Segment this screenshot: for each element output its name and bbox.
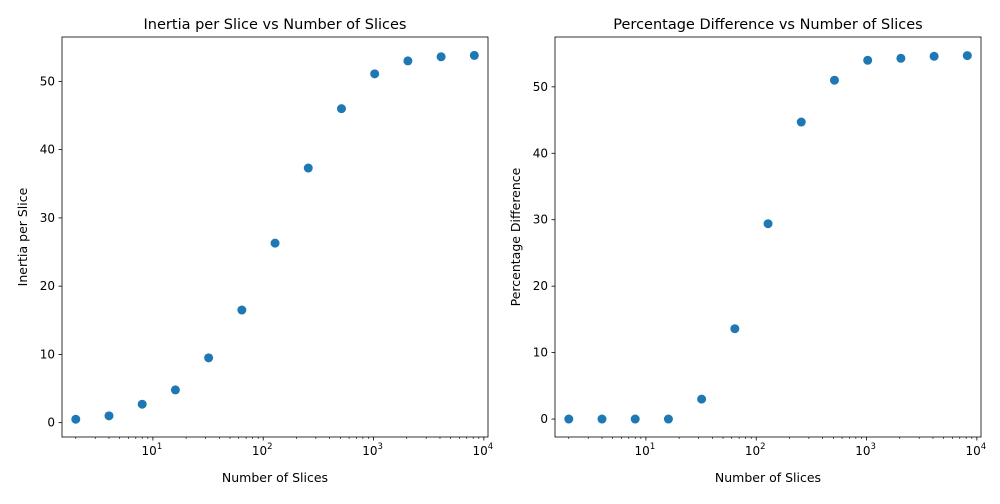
inertia-x-tick-label: 104 (473, 442, 494, 458)
inertia-data-point (137, 399, 147, 409)
inertia-x-tick-base: 10 (252, 444, 267, 458)
inertia-data-point (204, 353, 214, 363)
percentage-data-point (564, 414, 574, 424)
percentage-y-tick-label: 20 (533, 279, 548, 293)
percentage-y-tick-label: 0 (540, 412, 548, 426)
percentage-minor-ticks (568, 437, 973, 439)
inertia-data-point (71, 414, 81, 424)
percentage-x-tick-exponent: 2 (760, 442, 765, 452)
percentage-data-point (896, 53, 906, 63)
percentage-data-point (630, 414, 640, 424)
inertia-data-point (469, 50, 479, 60)
percentage-data-point (697, 394, 707, 404)
percentage-data-point (597, 414, 607, 424)
inertia-y-axis-label: Inertia per Slice (15, 187, 30, 286)
inertia-x-tick-label: 101 (142, 442, 163, 458)
inertia-y-tick-label: 10 (40, 347, 55, 361)
inertia-data-point (336, 104, 346, 114)
inertia-data-point (237, 305, 247, 315)
inertia-data-point (370, 69, 380, 79)
inertia-x-tick-label: 103 (362, 442, 383, 458)
percentage-x-tick-label: 104 (966, 442, 987, 458)
percentage-x-tick-exponent: 3 (870, 442, 875, 452)
inertia-x-tick-exponent: 2 (267, 442, 272, 452)
percentage-x-tick-base: 10 (745, 444, 760, 458)
percentage-x-tick-exponent: 1 (650, 442, 655, 452)
inertia-x-tick-base: 10 (362, 444, 377, 458)
inertia-x-tick-exponent: 3 (377, 442, 382, 452)
percentage-x-tick-base: 10 (855, 444, 870, 458)
inertia-x-tick-label: 102 (252, 442, 273, 458)
inertia-y-tick-label: 40 (40, 143, 55, 157)
inertia-y-tick-label: 50 (40, 74, 55, 88)
percentage-data-point (763, 219, 773, 229)
percentage-x-tick-label: 103 (855, 442, 876, 458)
percentage-data-point (796, 117, 806, 127)
percentage-axes-frame (554, 36, 982, 438)
inertia-x-tick-exponent: 4 (488, 442, 493, 452)
inertia-x-tick-exponent: 1 (157, 442, 162, 452)
percentage-y-tick-label: 50 (533, 80, 548, 94)
inertia-chart-title: Inertia per Slice vs Number of Slices (144, 17, 407, 33)
percentage-chart-title: Percentage Difference vs Number of Slice… (613, 17, 922, 33)
percentage-y-tick-label: 10 (533, 346, 548, 360)
inertia-x-tick-base: 10 (142, 444, 157, 458)
percentage-data-point (863, 55, 873, 65)
percentage-x-tick-label: 101 (635, 442, 656, 458)
percentage-x-tick-base: 10 (966, 444, 981, 458)
percentage-data-point (730, 324, 740, 334)
inertia-y-tick-label: 30 (40, 211, 55, 225)
percentage-data-point (929, 51, 939, 61)
inertia-data-point (270, 238, 280, 248)
percentage-data-point (663, 414, 673, 424)
inertia-data-point (436, 52, 446, 62)
percentage-y-tick-label: 30 (533, 213, 548, 227)
percentage-y-axis-label: Percentage Difference (508, 167, 523, 306)
inertia-x-tick-base: 10 (473, 444, 488, 458)
inertia-data-point (170, 385, 180, 395)
inertia-axes-frame (61, 36, 489, 438)
percentage-x-tick-label: 102 (745, 442, 766, 458)
percentage-data-point (962, 51, 972, 61)
percentage-data-point (829, 75, 839, 85)
percentage-y-tick-label: 40 (533, 146, 548, 160)
percentage-x-tick-base: 10 (635, 444, 650, 458)
percentage-x-axis-label: Number of Slices (715, 470, 821, 485)
inertia-data-point (403, 56, 413, 66)
inertia-x-axis-label: Number of Slices (222, 470, 328, 485)
inertia-minor-ticks (75, 437, 480, 439)
inertia-y-tick-label: 0 (47, 416, 55, 430)
inertia-data-point (303, 163, 313, 173)
inertia-y-tick-label: 20 (40, 279, 55, 293)
percentage-x-tick-exponent: 4 (981, 442, 986, 452)
inertia-data-point (104, 411, 114, 421)
